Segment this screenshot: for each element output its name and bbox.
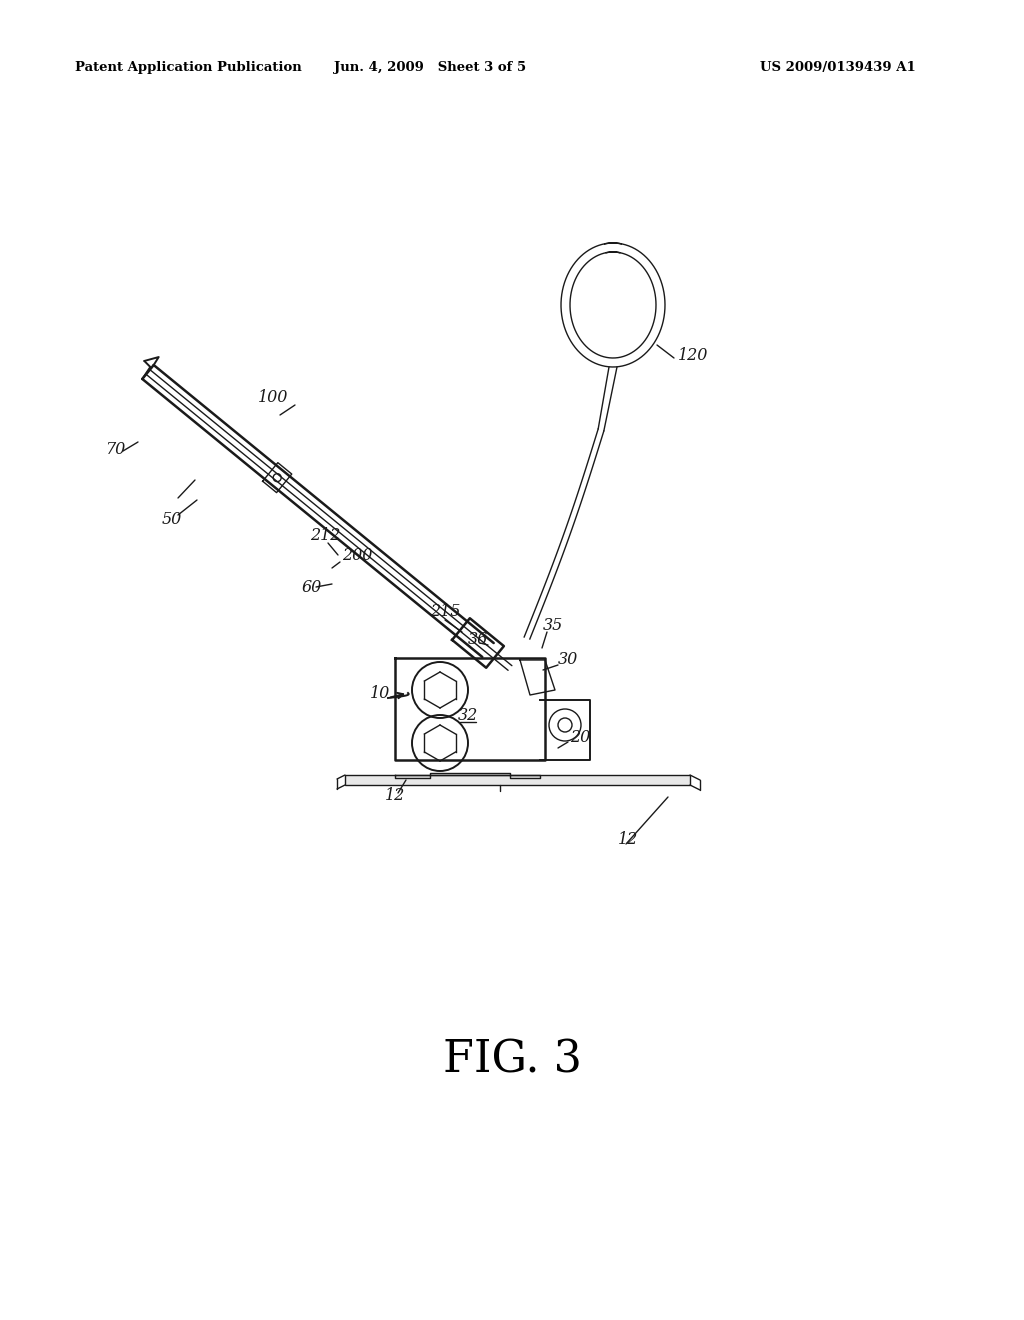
Text: 32: 32 — [458, 706, 478, 723]
Text: 60: 60 — [302, 578, 323, 595]
Text: 212: 212 — [310, 527, 340, 544]
Text: US 2009/0139439 A1: US 2009/0139439 A1 — [760, 62, 915, 74]
Text: 70: 70 — [105, 441, 125, 458]
Text: 20: 20 — [570, 730, 590, 747]
Text: Jun. 4, 2009   Sheet 3 of 5: Jun. 4, 2009 Sheet 3 of 5 — [334, 62, 526, 74]
Text: FIG. 3: FIG. 3 — [442, 1039, 582, 1081]
Text: 215: 215 — [430, 603, 461, 620]
Text: 35: 35 — [543, 616, 563, 634]
Text: 200: 200 — [342, 546, 373, 564]
Bar — [345, 775, 690, 785]
Text: 12: 12 — [618, 832, 638, 849]
Text: 36: 36 — [468, 631, 488, 648]
Text: 50: 50 — [162, 511, 182, 528]
Text: 120: 120 — [678, 346, 709, 363]
Text: 10: 10 — [370, 685, 390, 701]
Text: 12: 12 — [385, 787, 406, 804]
Text: 100: 100 — [258, 389, 289, 407]
Text: 30: 30 — [558, 652, 579, 668]
Text: Patent Application Publication: Patent Application Publication — [75, 62, 302, 74]
